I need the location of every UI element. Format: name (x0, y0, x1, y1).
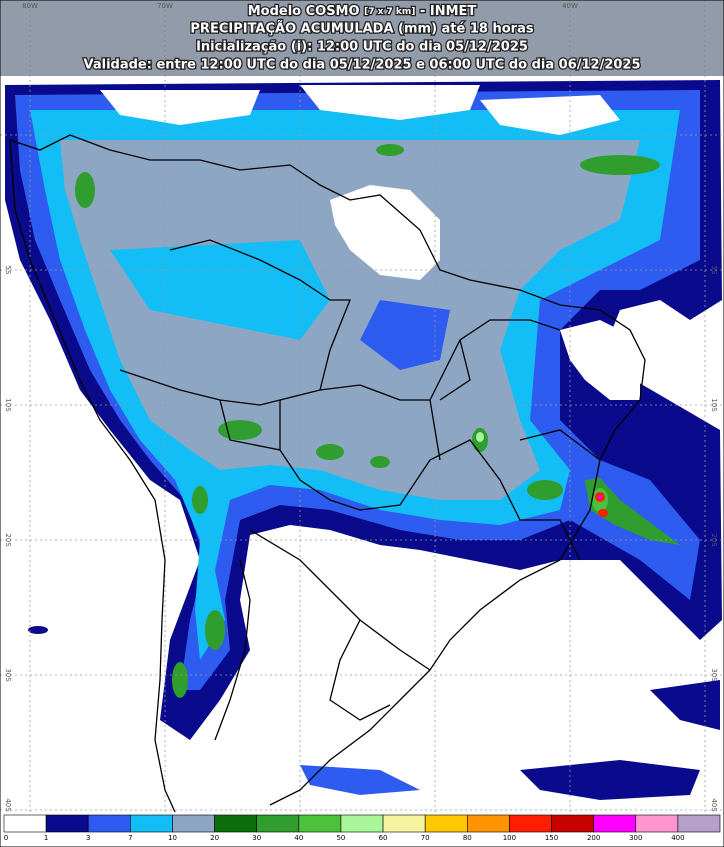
colorbar-swatch (677, 814, 721, 833)
colorbar-label: 20 (210, 834, 219, 842)
colorbar-label: 150 (545, 834, 558, 842)
colorbar-swatch (635, 814, 679, 833)
latitude-label-right: 40S (710, 798, 718, 812)
latitude-label-right: 10S (710, 398, 718, 412)
title-line-4: Validade: entre 12:00 UTC do dia 05/12/2… (83, 58, 640, 73)
colorbar-swatch (340, 814, 384, 833)
colorbar-swatch (509, 814, 552, 833)
colorbar-swatch (593, 814, 637, 833)
longitude-label: 70W (157, 2, 173, 10)
latitude-label-left: 10S (4, 398, 12, 412)
colorbar-label: 10 (168, 834, 177, 842)
borders (9, 134, 646, 813)
colorbar-swatch (298, 814, 342, 833)
colorbar: 0 1 3 7 10 20 30 40 50 60 70 80 100 150 200 300 400 (0, 812, 724, 847)
latitude-label-left: 5S (4, 266, 12, 275)
colorbar-label: 300 (629, 834, 642, 842)
latitude-label-right: 20S (710, 533, 718, 547)
colorbar-swatch (214, 814, 258, 833)
model-source: - INMET (420, 4, 476, 19)
colorbar-label: 80 (463, 834, 472, 842)
colorbar-label: 100 (503, 834, 516, 842)
model-name: Modelo COSMO (248, 4, 360, 19)
colorbar-label: 400 (671, 834, 684, 842)
colorbar-swatch (424, 814, 468, 833)
colorbar-label: 0 (4, 834, 8, 842)
colorbar-label: 3 (86, 834, 90, 842)
colorbar-swatch (3, 814, 47, 833)
colorbar-label: 200 (587, 834, 600, 842)
colorbar-label: 30 (252, 834, 261, 842)
colorbar-swatch (172, 814, 215, 833)
colorbar-label: 40 (294, 834, 303, 842)
title-line-2: PRECIPITAÇÃO ACUMULADA (mm) até 18 horas (190, 21, 533, 37)
title-line-3: Inicialização (i): 12:00 UTC do dia 05/1… (196, 40, 528, 55)
colorbar-label: 1 (44, 834, 48, 842)
latitude-label-right: 30S (710, 668, 718, 682)
colorbar-swatch (130, 814, 173, 833)
latitude-label-left: 40S (4, 798, 12, 812)
graticule (0, 0, 724, 812)
colorbar-swatch (256, 814, 300, 833)
title-line-1: Modelo COSMO [7 x 7 km] - INMET (248, 4, 477, 19)
colorbar-label: 50 (336, 834, 345, 842)
colorbar-label: 60 (379, 834, 388, 842)
latitude-label-right: 5S (710, 266, 718, 275)
colorbar-swatch (551, 814, 594, 833)
colorbar-swatch (466, 814, 510, 833)
colorbar-swatch (87, 814, 131, 833)
model-resolution: [7 x 7 km] (364, 7, 415, 17)
colorbar-label: 70 (421, 834, 430, 842)
title-banner (0, 0, 724, 76)
latitude-label-left: 30S (4, 668, 12, 682)
longitude-label: 80W (22, 2, 38, 10)
latitude-label-left: 20S (4, 533, 12, 547)
colorbar-swatch (382, 814, 426, 833)
colorbar-swatch (45, 814, 89, 833)
colorbar-label: 7 (128, 834, 132, 842)
longitude-label: 40W (562, 2, 578, 10)
